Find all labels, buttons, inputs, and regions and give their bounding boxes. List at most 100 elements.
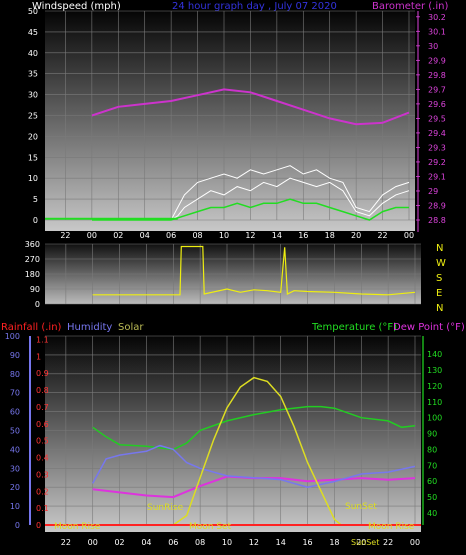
time-label: 16 [302,538,312,547]
moon-rise-label-2: Moon Rise [368,522,415,532]
wind-panel-bg [45,11,415,231]
rainfall-tick-label: 0.7 [36,403,49,412]
time-label: 10 [219,231,229,240]
wind-tick-label: 50 [28,7,38,16]
barometer-tick-label: 29.1 [428,172,446,181]
compass-label: W [436,258,446,269]
time-label: 12 [249,538,259,547]
time-label: 20 [356,538,366,547]
barometer-tick-label: 29.7 [428,85,446,94]
wind-tick-label: 35 [28,70,38,79]
time-label: 10 [222,538,232,547]
humidity-tick-label: 60 [10,408,20,417]
wind-tick-label: 45 [28,28,38,37]
temperature-tick-label: 40 [427,509,437,518]
time-label: 06 [166,231,176,240]
barometer-tick-label: 30.1 [428,27,446,36]
time-label: 00 [88,538,98,547]
time-label: 02 [113,231,123,240]
barometer-tick-label: 29.8 [428,71,446,80]
temperature-tick-label: 60 [427,477,437,486]
humidity-tick-label: 20 [10,483,20,492]
humidity-tick-label: 90 [10,351,20,360]
temperature-tick-label: 90 [427,430,437,439]
wind-tick-label: 30 [28,91,38,100]
time-label: 22 [383,538,393,547]
wind-tick-label: 10 [28,174,38,183]
wind-tick-label: 5 [33,195,38,204]
humidity-tick-label: 100 [5,332,20,341]
direction-tick-label: 180 [25,270,40,279]
temperature-tick-label: 140 [427,350,442,359]
windspeed-line [91,177,410,221]
legend-dewpoint: Dew Point (°F) [393,322,465,333]
barometer-tick-label: 28.8 [428,216,446,225]
barometer-tick-label: 29 [428,187,438,196]
time-label: 00 [410,538,420,547]
temperature-tick-label: 130 [427,366,442,375]
barometer-tick-label: 29.9 [428,56,446,65]
temperature-line [92,405,416,451]
time-label: 06 [168,538,178,547]
rainfall-tick-label: 0.2 [36,487,49,496]
wind-tick-label: 0 [33,216,38,225]
wind-avg-line [91,198,409,221]
sun-rise-label: SunRise [147,503,184,513]
rainfall-tick-label: 1 [36,352,41,361]
direction-tick-label: 360 [25,240,40,249]
compass-label: N [436,303,443,314]
compass-label: N [436,243,443,254]
time-label: 02 [114,538,124,547]
time-label: 12 [245,231,255,240]
compass-label: E [436,288,442,299]
barometer-tick-label: 29.4 [428,129,446,138]
rainfall-tick-label: 0.5 [36,437,49,446]
barometer-line [91,88,410,126]
time-label: 14 [272,231,282,240]
rainfall-tick-label: 0 [36,521,41,530]
time-label: 18 [325,231,335,240]
rainfall-tick-label: 1.1 [36,335,49,344]
time-label: 08 [195,538,205,547]
wind-tick-label: 40 [28,49,38,58]
time-label: 08 [192,231,202,240]
legend-temperature: Temperature (°F) [311,322,397,333]
barometer-tick-label: 29.5 [428,114,446,123]
rainfall-tick-label: 0.9 [36,369,49,378]
rainfall-tick-label: 0.8 [36,386,49,395]
windspeed-title: Windspeed (mph) [32,1,121,12]
direction-tick-label: 90 [30,285,40,294]
time-label: 18 [329,538,339,547]
barometer-tick-label: 29.6 [428,100,446,109]
humidity-tick-label: 0 [15,521,20,530]
wind-tick-label: 25 [28,112,38,121]
rainfall-tick-label: 0.4 [36,454,49,463]
humidity-tick-label: 80 [10,370,20,379]
time-label: 20 [351,231,361,240]
legend-solar: Solar [118,322,144,333]
solar-line [92,376,415,526]
temperature-tick-label: 120 [427,382,442,391]
humidity-tick-label: 50 [10,427,20,436]
time-label: 22 [377,231,387,240]
direction-tick-label: 270 [25,255,40,264]
time-label: 16 [298,231,308,240]
time-label: 14 [276,538,286,547]
wind-tick-label: 15 [28,153,38,162]
time-label: 00 [87,231,97,240]
barometer-tick-label: 28.9 [428,201,446,210]
barometer-tick-label: 29.2 [428,158,446,167]
temperature-tick-label: 100 [427,414,442,423]
compass-label: S [436,273,442,284]
barometer-tick-label: 29.3 [428,143,446,152]
rainfall-tick-label: 0.3 [36,470,49,479]
time-label: 04 [140,231,150,240]
barometer-title: Barometer (.in) [372,1,448,12]
time-label: 22 [61,538,71,547]
humidity-tick-label: 40 [10,445,20,454]
moon-rise-label-1: Moon Rise [54,522,101,532]
humidity-line [92,444,416,488]
time-label: 00 [404,231,414,240]
temperature-tick-label: 50 [427,493,437,502]
